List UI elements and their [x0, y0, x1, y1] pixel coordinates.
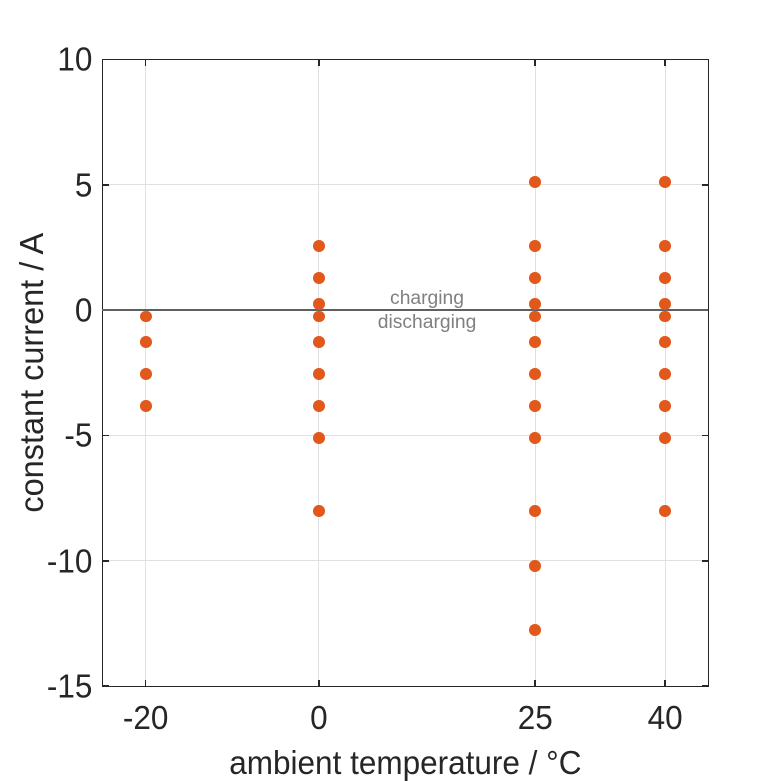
y-tick-label: 5	[74, 165, 93, 204]
data-point	[139, 336, 152, 348]
y-tick-mark-left	[102, 434, 109, 437]
y-tick-label: -10	[46, 541, 93, 580]
data-point	[659, 297, 671, 310]
y-tick-mark-right	[702, 183, 709, 186]
y-axis-title: constant current / A	[11, 232, 51, 513]
y-gridline	[102, 434, 709, 436]
charging-label: charging	[390, 288, 465, 310]
x-tick-mark-bottom	[534, 679, 537, 687]
data-point	[659, 368, 671, 380]
data-point	[529, 310, 542, 323]
data-point	[312, 504, 325, 517]
x-tick-mark-top	[318, 59, 320, 66]
data-point	[312, 297, 325, 310]
data-point	[659, 400, 671, 412]
y-tick-mark-right	[702, 434, 709, 437]
data-point	[659, 176, 671, 189]
data-point	[529, 368, 542, 380]
data-point	[139, 310, 152, 323]
data-point	[529, 336, 542, 348]
data-point	[139, 400, 152, 412]
x-tick-mark-bottom	[664, 679, 666, 687]
x-tick-mark-bottom	[144, 679, 147, 687]
data-point	[312, 400, 325, 412]
x-tick-mark-top	[664, 59, 666, 66]
y-tick-label: -15	[46, 666, 93, 706]
data-point	[312, 240, 325, 253]
zero-current-line	[102, 308, 709, 311]
y-gridline	[102, 184, 709, 186]
data-point	[659, 336, 671, 348]
y-tick-mark-left	[102, 183, 109, 186]
data-point	[659, 272, 671, 284]
data-point	[529, 400, 542, 412]
data-point	[659, 504, 671, 517]
data-point	[312, 310, 325, 323]
x-axis-title: ambient temperature / °C	[229, 743, 582, 781]
x-tick-mark-top	[534, 59, 537, 66]
y-tick-label: 10	[57, 39, 93, 79]
data-point	[529, 432, 542, 444]
y-tick-mark-left	[102, 559, 109, 562]
data-point	[529, 623, 542, 636]
x-tick-mark-bottom	[318, 679, 320, 687]
data-point	[312, 432, 325, 444]
y-tick-mark-right	[702, 58, 709, 61]
y-tick-mark-left	[102, 58, 109, 61]
data-point	[529, 272, 542, 284]
x-tick-label: -20	[122, 697, 169, 737]
y-tick-mark-right	[702, 685, 709, 687]
plot-area: charging discharging	[101, 58, 710, 687]
data-point	[139, 368, 152, 380]
plot-frame	[101, 58, 710, 687]
x-tick-label: 25	[517, 697, 553, 737]
data-point	[529, 504, 542, 517]
y-gridline	[102, 560, 709, 562]
data-point	[529, 176, 542, 189]
data-point	[312, 336, 325, 348]
data-point	[659, 240, 671, 253]
discharging-label: discharging	[377, 312, 477, 334]
y-tick-label: -5	[64, 416, 93, 455]
data-point	[659, 310, 671, 323]
y-tick-mark-right	[702, 559, 709, 562]
data-point	[529, 559, 542, 572]
data-point	[312, 272, 325, 284]
x-tick-label: 0	[310, 697, 328, 737]
data-point	[529, 240, 542, 253]
x-tick-mark-top	[144, 59, 147, 66]
y-tick-mark-left	[102, 685, 109, 687]
data-point	[312, 368, 325, 380]
data-point	[659, 432, 671, 444]
y-tick-label: 0	[74, 290, 93, 330]
x-tick-label: 40	[647, 697, 683, 737]
data-point	[529, 297, 542, 310]
